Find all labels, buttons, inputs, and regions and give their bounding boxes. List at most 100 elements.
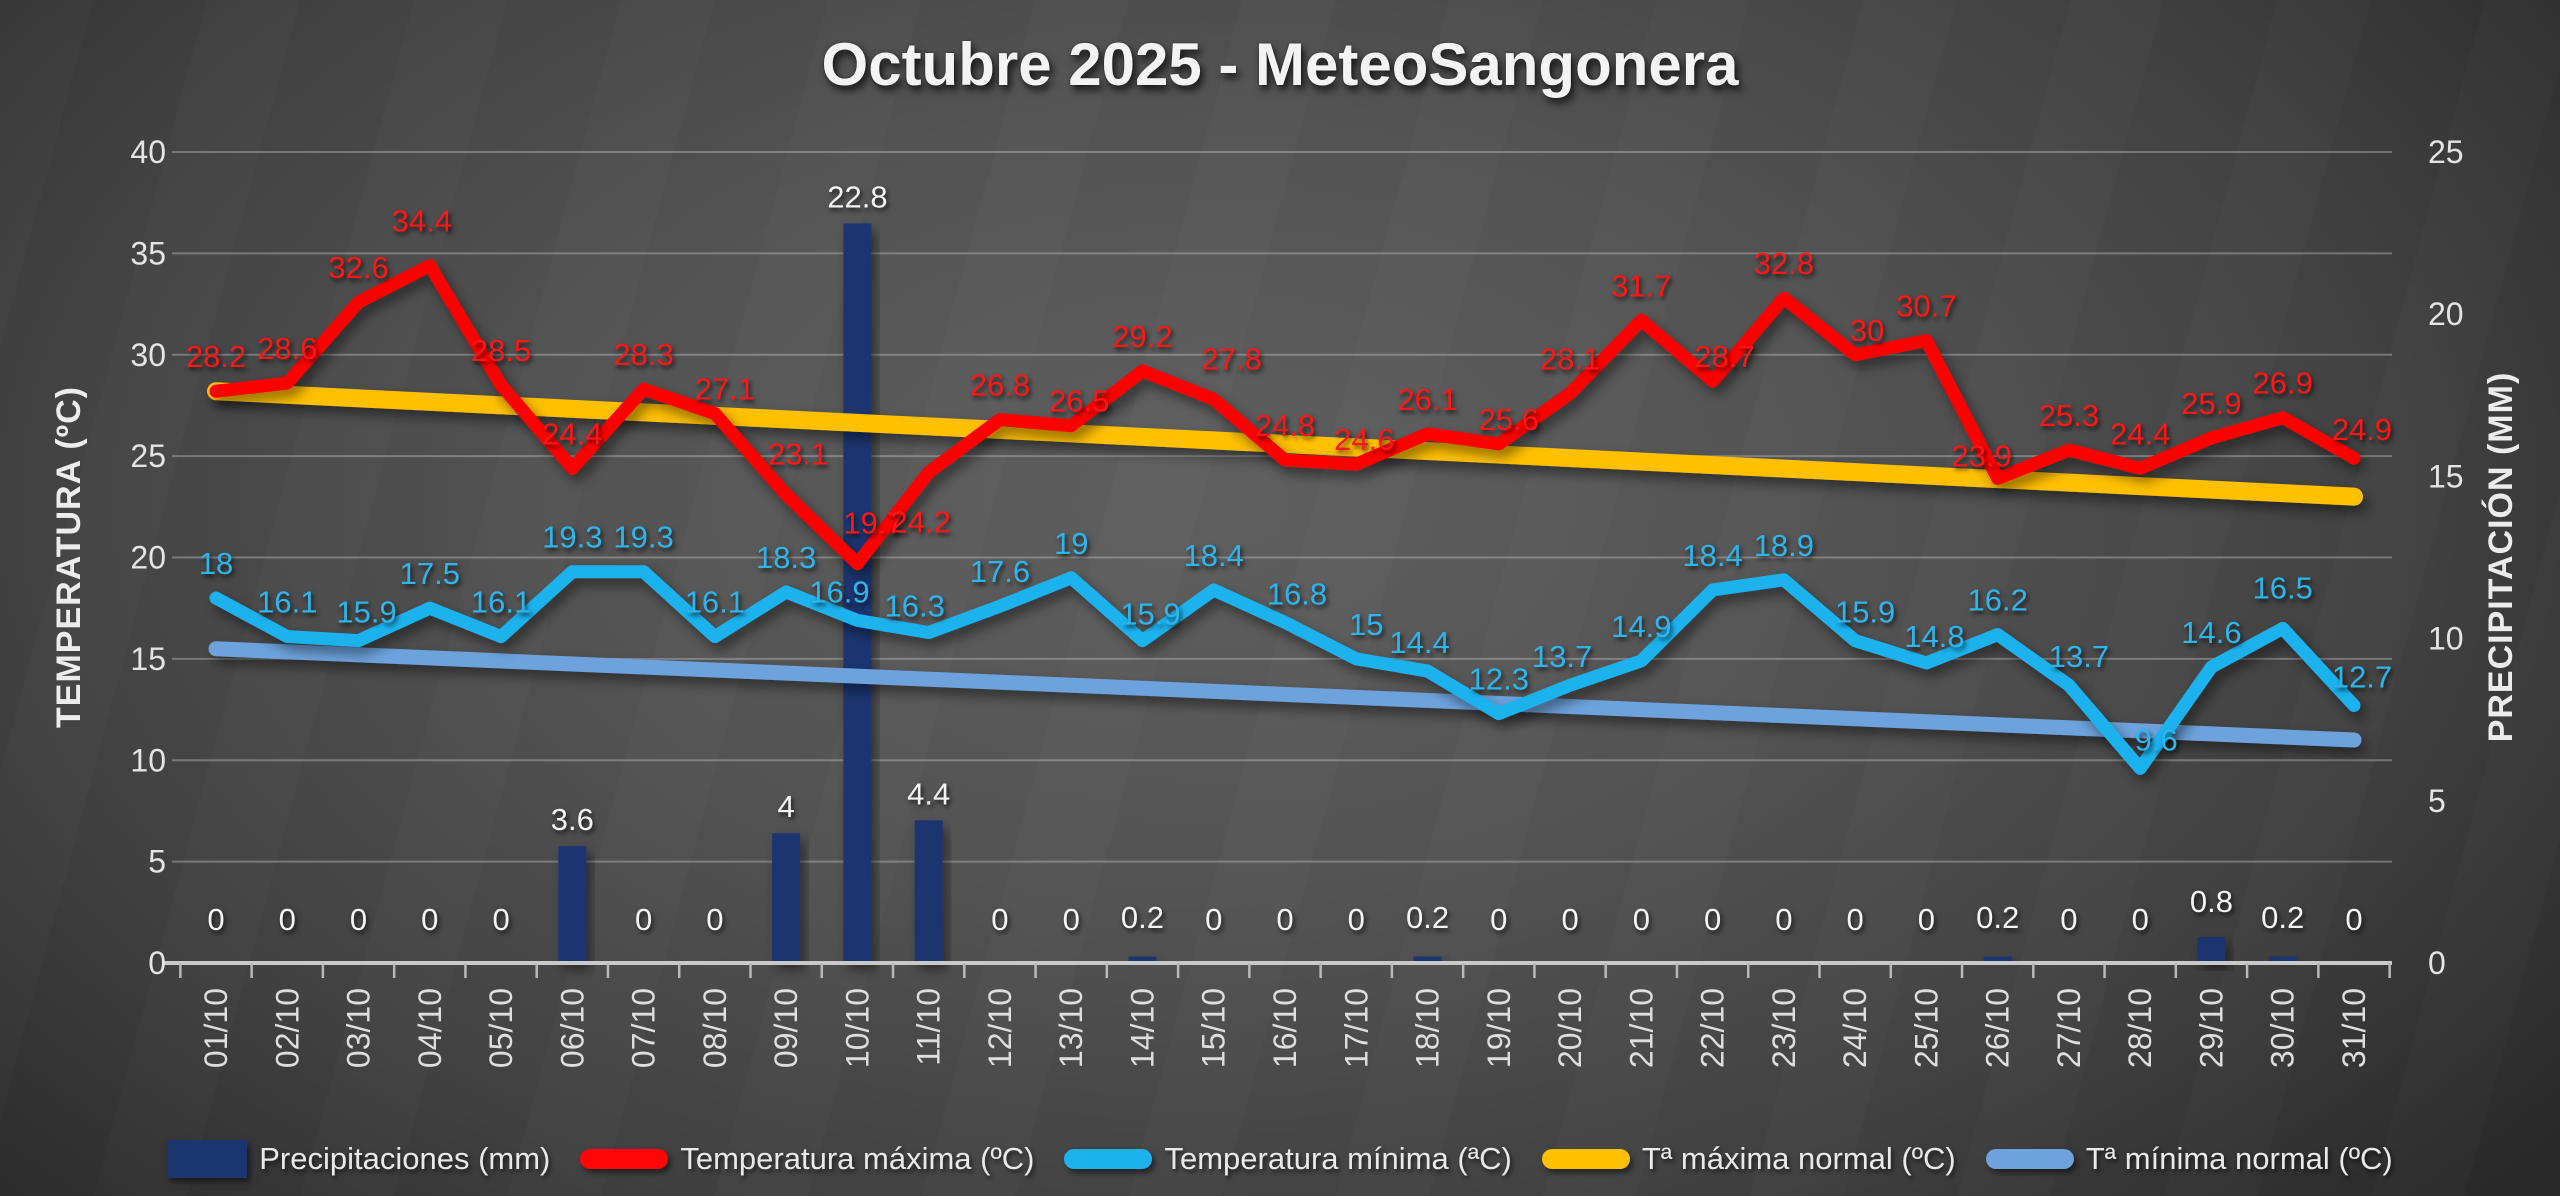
label-temp-max: 27.8 (1202, 341, 1262, 376)
bar-precipitacion (558, 846, 587, 963)
right-axis-tick-label: 10 (2428, 621, 2464, 657)
label-precipitacion: 4.4 (907, 776, 950, 811)
x-axis-label: 22/10 (1695, 988, 1731, 1068)
label-temp-max: 26.1 (1397, 382, 1457, 417)
label-temp-min: 16.3 (884, 589, 944, 624)
x-axis-label: 12/10 (982, 988, 1018, 1068)
label-temp-max: 28.5 (471, 333, 531, 368)
label-precipitacion: 0.2 (2261, 900, 2304, 935)
label-temp-min: 13.7 (2049, 639, 2109, 674)
label-precipitacion: 0 (1704, 902, 1721, 937)
label-temp-max: 30 (1850, 313, 1884, 348)
bar-precipitacion (772, 833, 801, 963)
line-temp-max (209, 259, 2361, 571)
line-temp-max-normal (207, 382, 2363, 506)
x-axis-label: 26/10 (1980, 988, 2016, 1068)
label-temp-min: 15 (1349, 607, 1383, 642)
label-temp-min: 16.1 (471, 585, 531, 620)
label-precipitacion: 0 (991, 902, 1008, 937)
x-axis-label: 21/10 (1623, 988, 1659, 1068)
legend-item-0: Precipitaciones (mm) (167, 1140, 550, 1178)
label-temp-max: 34.4 (392, 204, 452, 239)
right-axis-tick-label: 20 (2428, 296, 2464, 332)
x-axis-label: 13/10 (1053, 988, 1089, 1068)
label-precipitacion: 4 (778, 789, 795, 824)
label-precipitacion: 0 (1348, 902, 1365, 937)
x-axis-label: 03/10 (341, 988, 377, 1068)
label-temp-min: 16.8 (1267, 576, 1327, 611)
x-axis-label: 15/10 (1196, 988, 1232, 1068)
label-precipitacion: 0 (1918, 902, 1935, 937)
label-temp-max: 24.4 (542, 416, 602, 451)
x-axis-label: 18/10 (1410, 988, 1446, 1068)
label-temp-max: 28.2 (186, 339, 246, 374)
x-axis-label: 30/10 (2265, 988, 2301, 1068)
label-precipitacion: 0 (1063, 902, 1080, 937)
left-axis-tick-label: 5 (148, 844, 166, 880)
label-temp-max: 23.1 (768, 437, 828, 472)
label-temp-min: 17.5 (400, 556, 460, 591)
label-temp-min: 14.4 (1389, 625, 1449, 660)
label-temp-max: 25.3 (2039, 398, 2099, 433)
label-precipitacion: 0 (2345, 902, 2362, 937)
label-temp-max: 24.8 (1255, 408, 1315, 443)
label-precipitacion: 0 (1561, 902, 1578, 937)
label-precipitacion: 0 (492, 902, 509, 937)
legend-item-1: Temperatura máxima (ºC) (580, 1141, 1034, 1177)
x-axis-label: 02/10 (269, 988, 305, 1068)
label-temp-max: 25.9 (2181, 386, 2241, 421)
label-precipitacion: 0 (1775, 902, 1792, 937)
x-axis-label: 16/10 (1267, 988, 1303, 1068)
label-precipitacion: 22.8 (827, 179, 887, 214)
label-temp-min: 19 (1054, 526, 1088, 561)
x-axis-label: 06/10 (554, 988, 590, 1068)
label-temp-max: 25.6 (1479, 402, 1539, 437)
left-axis-tick-label: 30 (130, 337, 166, 373)
label-temp-min: 12.7 (2332, 660, 2392, 695)
label-temp-min: 16.1 (257, 585, 317, 620)
x-axis-label: 25/10 (1908, 988, 1944, 1068)
label-temp-max: 24.2 (890, 504, 950, 539)
x-axis-label: 04/10 (412, 988, 448, 1068)
bar-precipitacion (1983, 956, 2012, 963)
right-axis-title: PRECIPITACIÓN (MM) (2482, 372, 2520, 743)
x-axis-label: 01/10 (198, 988, 234, 1068)
legend-item-4: Tª mínima normal (ºC) (1985, 1141, 2393, 1177)
label-precipitacion: 0 (2060, 902, 2077, 937)
legend-label: Tª mínima normal (ºC) (2085, 1141, 2393, 1176)
label-temp-min: 14.9 (1611, 609, 1671, 644)
legend-swatch-line (1064, 1149, 1153, 1169)
label-temp-min: 13.7 (1532, 639, 1592, 674)
x-axis-label: 08/10 (697, 988, 733, 1068)
x-axis-label: 28/10 (2122, 988, 2158, 1068)
legend-swatch-line (580, 1149, 669, 1169)
label-temp-min: 18.4 (1184, 538, 1244, 573)
label-temp-max: 24.4 (2110, 416, 2170, 451)
left-axis-tick-label: 0 (148, 945, 166, 981)
x-axis-label: 07/10 (626, 988, 662, 1068)
label-precipitacion: 0.2 (1406, 900, 1449, 935)
label-temp-min: 19.3 (613, 520, 673, 555)
label-temp-min: 14.6 (2181, 615, 2241, 650)
bar-precipitacion (1413, 956, 1442, 963)
label-precipitacion: 0 (1847, 902, 1864, 937)
label-precipitacion: 0.2 (1121, 900, 1164, 935)
legend-swatch-line (1985, 1149, 2074, 1169)
legend-swatch-bar (167, 1140, 248, 1178)
label-temp-min: 16.1 (685, 585, 745, 620)
right-axis-tick-label: 5 (2428, 783, 2446, 819)
label-precipitacion: 0 (1276, 902, 1293, 937)
label-temp-min: 15.9 (1835, 595, 1895, 630)
bar-precipitacion (843, 223, 872, 964)
x-axis-label: 20/10 (1552, 988, 1588, 1068)
bar-precipitacion (2197, 937, 2226, 963)
label-temp-max: 26.8 (970, 368, 1030, 403)
label-temp-max: 24.6 (1334, 422, 1394, 457)
label-temp-max: 29.2 (1112, 319, 1172, 354)
x-axis-label: 29/10 (2193, 988, 2229, 1068)
label-temp-min: 17.6 (970, 554, 1030, 589)
x-axis-label: 19/10 (1481, 988, 1517, 1068)
label-temp-max: 28.1 (1540, 341, 1600, 376)
